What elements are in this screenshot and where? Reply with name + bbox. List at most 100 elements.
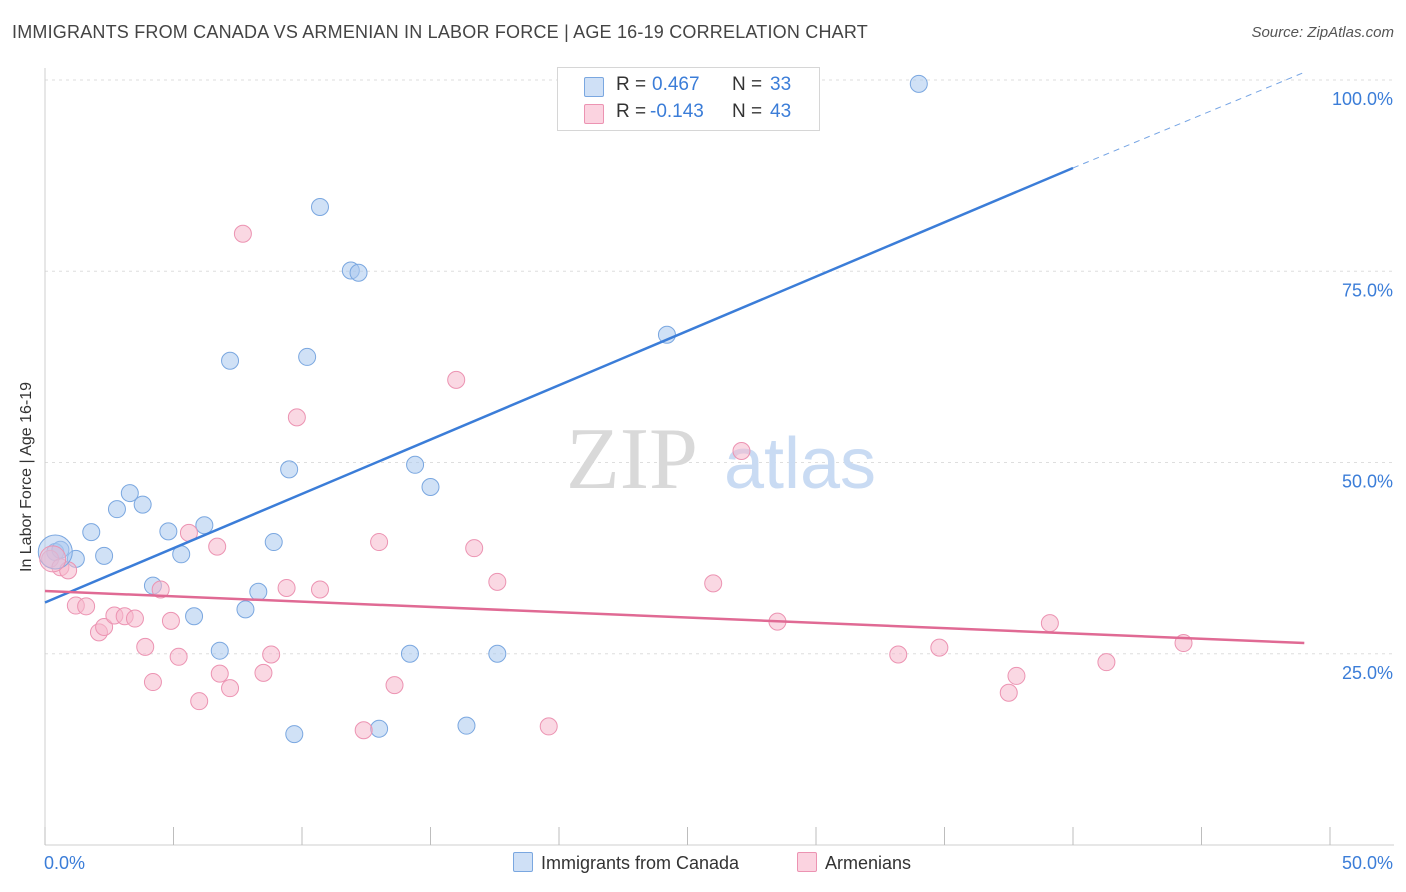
point-canada bbox=[349, 263, 368, 282]
point-canada bbox=[185, 607, 204, 626]
legend-r-value: 0.467 bbox=[652, 74, 700, 95]
point-armenians bbox=[190, 692, 209, 711]
point-armenians bbox=[1007, 666, 1026, 685]
point-armenians bbox=[136, 637, 155, 656]
chart-title: IMMIGRANTS FROM CANADA VS ARMENIAN IN LA… bbox=[12, 22, 868, 42]
source-credit: Source: ZipAtlas.com bbox=[1251, 24, 1394, 41]
point-canada bbox=[133, 495, 152, 514]
bottom-legend-swatch-canada bbox=[513, 852, 533, 872]
bottom-legend-canada: Immigrants from Canada bbox=[513, 852, 739, 874]
y-tick-label: 50.0% bbox=[1342, 472, 1393, 492]
bottom-legend-swatch-armenians bbox=[797, 852, 817, 872]
point-canada bbox=[370, 719, 389, 738]
point-armenians bbox=[254, 663, 273, 682]
tick-labels: 25.0% 50.0% 75.0% 100.0% 0.0% 50.0% bbox=[44, 89, 1393, 873]
point-armenians bbox=[447, 370, 466, 389]
stats-legend: R = 0.467 N = 33 R = -0.143 N = 43 bbox=[557, 67, 820, 131]
point-armenians bbox=[143, 673, 162, 692]
point-canada bbox=[264, 533, 283, 552]
legend-n-label: N = bbox=[732, 101, 763, 122]
point-armenians bbox=[354, 721, 373, 740]
point-armenians bbox=[277, 578, 296, 597]
point-canada bbox=[285, 725, 304, 744]
point-canada bbox=[195, 516, 214, 535]
watermark: ZIP atlas bbox=[566, 411, 876, 508]
point-armenians bbox=[385, 676, 404, 695]
point-armenians bbox=[889, 645, 908, 664]
trend-line-canada-extension bbox=[1072, 71, 1305, 169]
trend-lines bbox=[44, 71, 1305, 645]
point-armenians bbox=[125, 609, 144, 628]
point-armenians bbox=[539, 717, 558, 736]
bottom-legend-label-canada: Immigrants from Canada bbox=[541, 853, 740, 873]
legend-swatch-canada bbox=[584, 77, 604, 97]
bottom-legend-label-armenians: Armenians bbox=[825, 853, 912, 873]
point-armenians bbox=[208, 537, 227, 556]
point-canada bbox=[406, 455, 425, 474]
point-armenians bbox=[1040, 614, 1059, 633]
x-tick-label: 50.0% bbox=[1342, 853, 1393, 873]
watermark-atlas: atlas bbox=[724, 424, 876, 504]
point-armenians bbox=[161, 611, 180, 630]
point-armenians bbox=[370, 533, 389, 552]
point-armenians bbox=[465, 539, 484, 558]
legend-r-label: R = bbox=[616, 74, 647, 95]
point-armenians bbox=[732, 442, 751, 461]
grid-lines bbox=[45, 79, 1394, 655]
point-armenians bbox=[287, 408, 306, 427]
y-tick-label: 25.0% bbox=[1342, 663, 1393, 683]
point-canada bbox=[107, 500, 126, 519]
point-armenians bbox=[95, 617, 114, 636]
point-canada-cluster bbox=[37, 534, 73, 570]
point-canada bbox=[236, 600, 255, 619]
point-armenians bbox=[704, 574, 723, 593]
point-canada bbox=[120, 484, 139, 503]
point-canada bbox=[159, 522, 178, 541]
point-armenians bbox=[930, 638, 949, 657]
y-axis-label: In Labor Force | Age 16-19 bbox=[18, 381, 35, 572]
point-armenians bbox=[169, 647, 188, 666]
point-canada bbox=[280, 460, 299, 479]
point-canada bbox=[249, 582, 268, 601]
point-canada bbox=[95, 546, 114, 565]
legend-n-value: 43 bbox=[770, 101, 792, 122]
point-armenians bbox=[210, 664, 229, 683]
data-points bbox=[37, 72, 1193, 744]
legend-n-label: N = bbox=[732, 74, 763, 95]
point-canada bbox=[221, 351, 240, 370]
point-armenians bbox=[233, 224, 252, 243]
bottom-legend-armenians: Armenians bbox=[797, 852, 911, 874]
point-canada bbox=[210, 641, 229, 660]
point-canada bbox=[298, 347, 317, 366]
point-canada bbox=[909, 74, 928, 93]
legend-row-canada: R = 0.467 N = 33 bbox=[558, 74, 819, 100]
y-tick-label: 75.0% bbox=[1342, 280, 1393, 300]
axes bbox=[44, 68, 1394, 846]
legend-row-armenians: R = -0.143 N = 43 bbox=[558, 101, 819, 127]
legend-r-label: R = bbox=[616, 101, 647, 122]
watermark-zip: ZIP bbox=[566, 411, 698, 508]
point-canada bbox=[457, 716, 476, 735]
point-armenians bbox=[151, 580, 170, 599]
x-tick-label: 0.0% bbox=[44, 853, 85, 873]
legend-n-value: 33 bbox=[770, 74, 792, 95]
point-armenians bbox=[77, 597, 96, 616]
trend-line-armenians bbox=[44, 589, 1305, 645]
trend-line-canada bbox=[44, 166, 1074, 604]
y-tick-label: 100.0% bbox=[1332, 89, 1393, 109]
point-canada bbox=[488, 644, 507, 663]
point-armenians bbox=[1097, 653, 1116, 672]
point-armenians-cluster bbox=[39, 545, 67, 573]
point-armenians bbox=[262, 645, 281, 664]
point-armenians bbox=[310, 580, 329, 599]
point-canada bbox=[421, 477, 440, 496]
point-canada bbox=[82, 523, 101, 542]
point-canada bbox=[310, 197, 329, 216]
point-armenians bbox=[221, 679, 240, 698]
legend-r-value: -0.143 bbox=[650, 101, 704, 122]
legend-swatch-armenians bbox=[584, 104, 604, 124]
point-armenians bbox=[999, 683, 1018, 702]
point-armenians bbox=[488, 572, 507, 591]
point-canada bbox=[400, 644, 419, 663]
